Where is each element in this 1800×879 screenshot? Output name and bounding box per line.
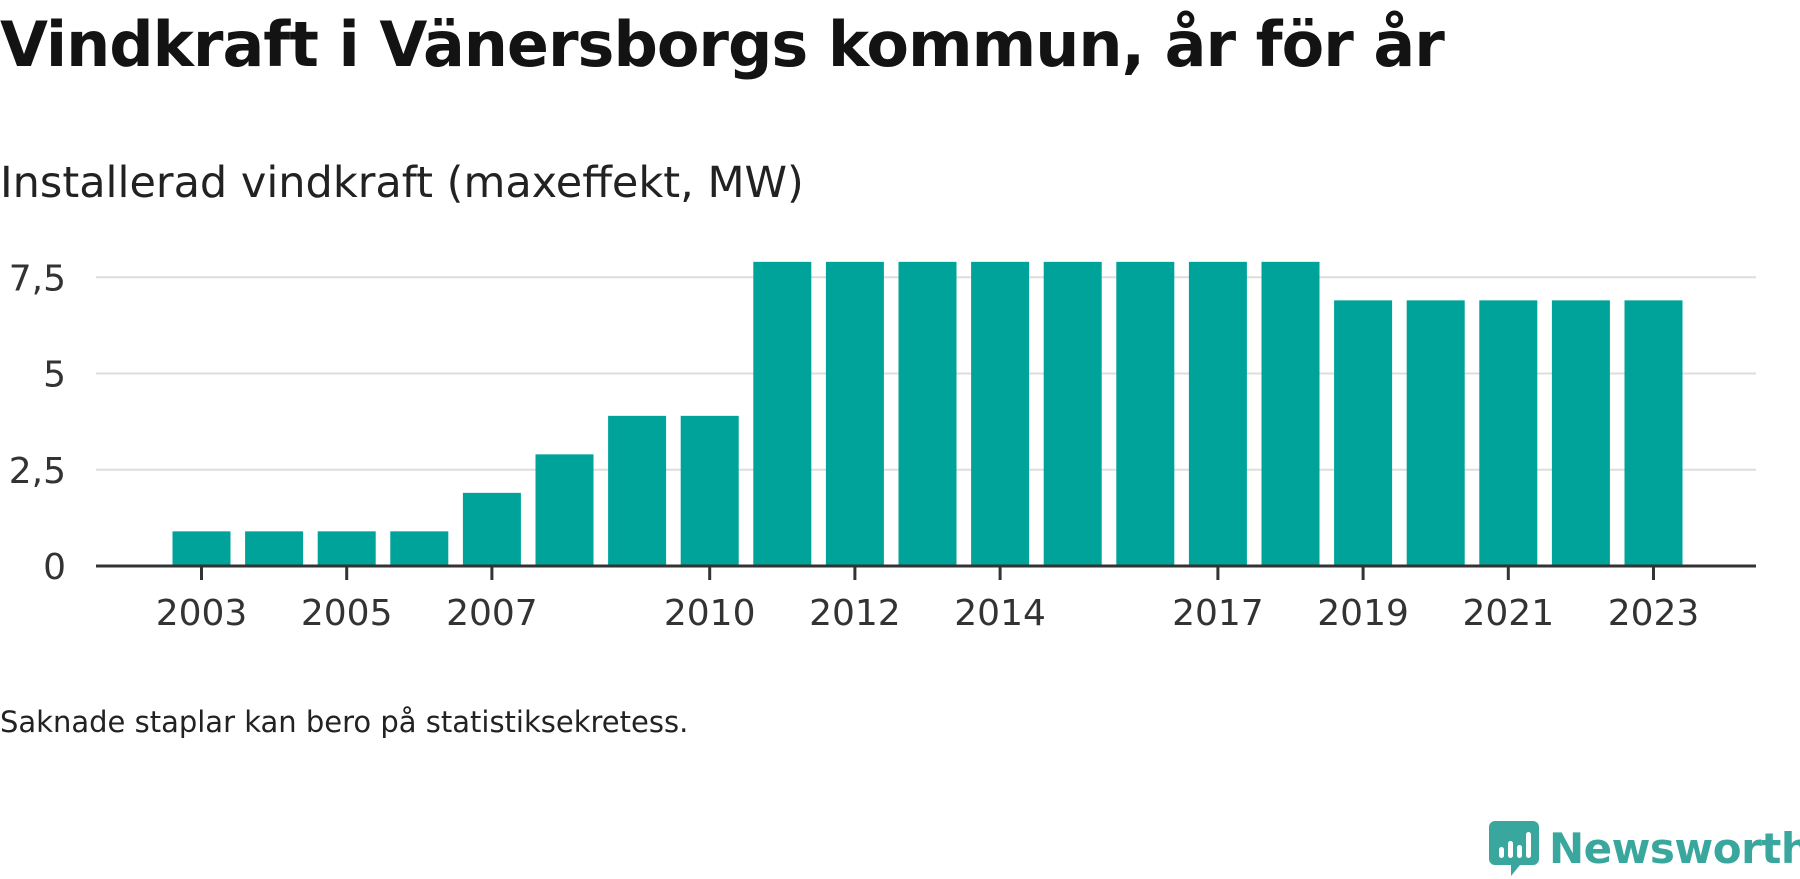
bar-chart: 0 2,5 5 7,5 2003 2005 2007 2010 2012 2014 2017 2019…: [9, 258, 1756, 634]
axes: [96, 564, 1756, 580]
chat-bar-chart-icon: [1489, 820, 1539, 876]
bar-2016: [1116, 261, 1175, 566]
y-tick-label: 7,5: [9, 258, 66, 299]
x-tick-label: 2019: [1317, 593, 1409, 634]
bar-2006: [390, 531, 449, 566]
chart-title: Vindkraft i Vänersborgs kommun, år för å…: [0, 8, 1445, 81]
bar-2015: [1043, 261, 1102, 566]
bar-2005: [317, 531, 376, 566]
y-tick-label: 0: [43, 547, 66, 588]
bar-2004: [245, 531, 304, 566]
bar-2010: [680, 415, 739, 566]
bar-2014: [971, 261, 1030, 566]
x-tick-label: 2014: [954, 593, 1046, 634]
x-tick-label: 2007: [446, 593, 538, 634]
y-tick-label: 5: [43, 355, 66, 396]
bars: [172, 261, 1683, 566]
bar-2007: [462, 492, 521, 566]
x-tick-label: 2010: [664, 593, 756, 634]
bar-2008: [535, 454, 594, 566]
bar-2012: [825, 261, 884, 566]
bar-2023: [1624, 300, 1683, 566]
newsworthy-logo: Newsworthy: [1489, 818, 1800, 878]
bar-2022: [1551, 300, 1610, 566]
bar-2011: [753, 261, 812, 566]
x-tick-label: 2021: [1462, 593, 1554, 634]
x-tick-label: 2012: [809, 593, 901, 634]
bar-2020: [1406, 300, 1465, 566]
x-tick-label: 2017: [1172, 593, 1264, 634]
brand-name: Newsworthy: [1549, 823, 1800, 873]
bar-2013: [898, 261, 957, 566]
bar-2019: [1334, 300, 1393, 566]
footnote: Saknade staplar kan bero på statistiksek…: [0, 705, 689, 739]
bar-2021: [1479, 300, 1538, 566]
bar-2018: [1261, 261, 1320, 566]
bar-2009: [608, 415, 667, 566]
bar-2017: [1188, 261, 1247, 566]
tick-labels: 0 2,5 5 7,5 2003 2005 2007 2010 2012 2014 2017 2019…: [9, 258, 1700, 634]
x-tick-label: 2003: [156, 593, 248, 634]
x-tick-label: 2005: [301, 593, 393, 634]
chart-subtitle: Installerad vindkraft (maxeffekt, MW): [0, 158, 804, 208]
y-tick-label: 2,5: [9, 451, 66, 492]
bar-2003: [172, 531, 231, 566]
x-tick-label: 2023: [1608, 593, 1700, 634]
